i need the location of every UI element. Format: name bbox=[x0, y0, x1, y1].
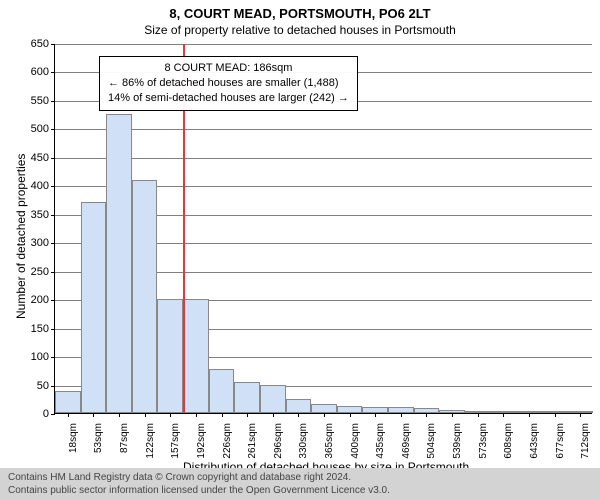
xtick-mark bbox=[145, 413, 146, 417]
annotation-box: 8 COURT MEAD: 186sqm← 86% of detached ho… bbox=[99, 56, 358, 111]
ytick-label: 550 bbox=[31, 95, 55, 107]
page-subtitle: Size of property relative to detached ho… bbox=[0, 23, 600, 37]
ytick-label: 200 bbox=[31, 294, 55, 306]
ytick-label: 300 bbox=[31, 237, 55, 249]
ytick-label: 50 bbox=[37, 380, 55, 392]
xtick-label: 677sqm bbox=[555, 419, 566, 459]
histogram-bar bbox=[81, 202, 107, 413]
xtick-mark bbox=[426, 413, 427, 417]
xtick-label: 365sqm bbox=[324, 419, 335, 459]
xtick-mark bbox=[452, 413, 453, 417]
ytick-label: 450 bbox=[31, 152, 55, 164]
histogram-bar bbox=[311, 404, 337, 413]
footer-line-2: Contains public sector information licen… bbox=[8, 485, 592, 498]
gridline bbox=[55, 158, 592, 159]
xtick-label: 261sqm bbox=[247, 419, 258, 459]
xtick-label: 435sqm bbox=[375, 419, 386, 459]
xtick-label: 643sqm bbox=[529, 419, 540, 459]
ytick-label: 650 bbox=[31, 38, 55, 50]
histogram-bar bbox=[55, 391, 81, 413]
ytick-label: 0 bbox=[43, 408, 55, 420]
xtick-label: 539sqm bbox=[452, 419, 463, 459]
xtick-label: 712sqm bbox=[580, 419, 591, 459]
xtick-label: 157sqm bbox=[170, 419, 181, 459]
xtick-label: 400sqm bbox=[350, 419, 361, 459]
y-axis-label: Number of detached properties bbox=[14, 154, 28, 319]
xtick-mark bbox=[93, 413, 94, 417]
xtick-mark bbox=[580, 413, 581, 417]
ytick-label: 250 bbox=[31, 266, 55, 278]
xtick-mark bbox=[247, 413, 248, 417]
xtick-label: 122sqm bbox=[145, 419, 156, 459]
xtick-mark bbox=[478, 413, 479, 417]
xtick-mark bbox=[555, 413, 556, 417]
page-title: 8, COURT MEAD, PORTSMOUTH, PO6 2LT bbox=[0, 6, 600, 21]
xtick-label: 53sqm bbox=[93, 419, 104, 453]
footer-line-1: Contains HM Land Registry data © Crown c… bbox=[8, 472, 592, 485]
xtick-label: 573sqm bbox=[478, 419, 489, 459]
gridline bbox=[55, 44, 592, 45]
chart: 0501001502002503003504004505005506006501… bbox=[54, 44, 592, 414]
xtick-label: 330sqm bbox=[298, 419, 309, 459]
xtick-mark bbox=[170, 413, 171, 417]
xtick-mark bbox=[196, 413, 197, 417]
xtick-label: 18sqm bbox=[68, 419, 79, 453]
chart-container: 8, COURT MEAD, PORTSMOUTH, PO6 2LT Size … bbox=[0, 0, 600, 500]
gridline bbox=[55, 129, 592, 130]
histogram-bar bbox=[157, 299, 183, 413]
xtick-label: 192sqm bbox=[196, 419, 207, 459]
xtick-mark bbox=[401, 413, 402, 417]
xtick-mark bbox=[350, 413, 351, 417]
xtick-mark bbox=[375, 413, 376, 417]
xtick-label: 226sqm bbox=[222, 419, 233, 459]
xtick-mark bbox=[324, 413, 325, 417]
xtick-label: 469sqm bbox=[401, 419, 412, 459]
xtick-mark bbox=[503, 413, 504, 417]
histogram-bar bbox=[286, 399, 312, 413]
histogram-bar bbox=[209, 369, 235, 413]
histogram-bar bbox=[132, 180, 158, 413]
ytick-label: 100 bbox=[31, 351, 55, 363]
xtick-mark bbox=[273, 413, 274, 417]
ytick-label: 350 bbox=[31, 209, 55, 221]
xtick-mark bbox=[529, 413, 530, 417]
ytick-label: 500 bbox=[31, 123, 55, 135]
annotation-line: 8 COURT MEAD: 186sqm bbox=[108, 61, 349, 76]
xtick-mark bbox=[119, 413, 120, 417]
histogram-bar bbox=[183, 299, 209, 413]
histogram-bar bbox=[106, 114, 132, 413]
xtick-label: 87sqm bbox=[119, 419, 130, 453]
xtick-label: 296sqm bbox=[273, 419, 284, 459]
annotation-line: 14% of semi-detached houses are larger (… bbox=[108, 91, 349, 106]
histogram-bar bbox=[234, 382, 260, 413]
xtick-label: 504sqm bbox=[426, 419, 437, 459]
annotation-line: ← 86% of detached houses are smaller (1,… bbox=[108, 76, 349, 91]
ytick-label: 150 bbox=[31, 323, 55, 335]
xtick-mark bbox=[298, 413, 299, 417]
xtick-label: 608sqm bbox=[503, 419, 514, 459]
plot-area: 0501001502002503003504004505005506006501… bbox=[54, 44, 592, 414]
ytick-label: 400 bbox=[31, 180, 55, 192]
xtick-mark bbox=[68, 413, 69, 417]
ytick-label: 600 bbox=[31, 66, 55, 78]
histogram-bar bbox=[337, 406, 363, 413]
histogram-bar bbox=[260, 385, 286, 413]
xtick-mark bbox=[222, 413, 223, 417]
footer: Contains HM Land Registry data © Crown c… bbox=[0, 468, 600, 500]
